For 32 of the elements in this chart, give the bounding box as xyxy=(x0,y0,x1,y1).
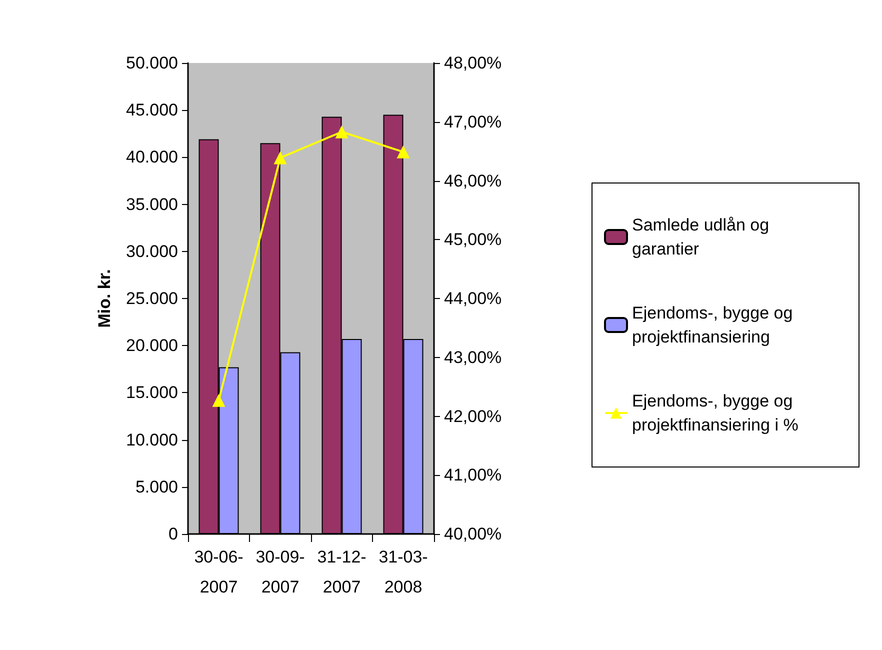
y-tick-label: 20.000 xyxy=(126,336,178,356)
y-tick-label: 30.000 xyxy=(126,242,178,261)
y2-tick-label: 41,00% xyxy=(444,466,502,485)
x-tick-label: 30-09-2007 xyxy=(256,548,305,596)
x-tick-label: 31-12-2007 xyxy=(317,548,366,596)
y-tick-label: 10.000 xyxy=(126,430,178,450)
y-tick-label: 0 xyxy=(168,524,178,544)
y2-tick-label: 48,00% xyxy=(444,54,502,72)
y-axis-title: Mio. kr. xyxy=(95,269,114,328)
y2-tick-label: 44,00% xyxy=(444,289,502,308)
point xyxy=(335,125,348,138)
y2-tick-label: 45,00% xyxy=(444,230,502,250)
y-tick-label: 35.000 xyxy=(126,194,178,214)
y-tick-label: 45.000 xyxy=(126,100,178,120)
y2-tick-label: 43,00% xyxy=(444,348,502,367)
y-tick-label: 15.000 xyxy=(126,383,178,402)
point xyxy=(274,151,287,164)
y-tick-label: 40.000 xyxy=(126,148,178,167)
point xyxy=(396,145,410,158)
y-tick-label: 50.000 xyxy=(126,54,178,72)
point xyxy=(212,394,226,407)
y2-tick-label: 40,00% xyxy=(444,524,502,544)
y2-tick-label: 46,00% xyxy=(444,171,502,190)
y2-tick-label: 42,00% xyxy=(444,406,502,426)
legend-label: Samlede udlån og garantier xyxy=(632,216,774,258)
legend-label: Ejendoms-, bygge og projektfinansiering xyxy=(632,304,798,346)
x-tick-label: 30-06-2007 xyxy=(194,548,244,596)
x-tick-label: 31-03-2008 xyxy=(378,548,428,596)
y-tick-label: 5.000 xyxy=(135,477,178,496)
legend-label: Ejendoms-, bygge og projektfinansiering i % xyxy=(632,392,798,434)
y2-tick-label: 47,00% xyxy=(444,112,502,132)
y-tick-label: 25.000 xyxy=(126,289,178,308)
